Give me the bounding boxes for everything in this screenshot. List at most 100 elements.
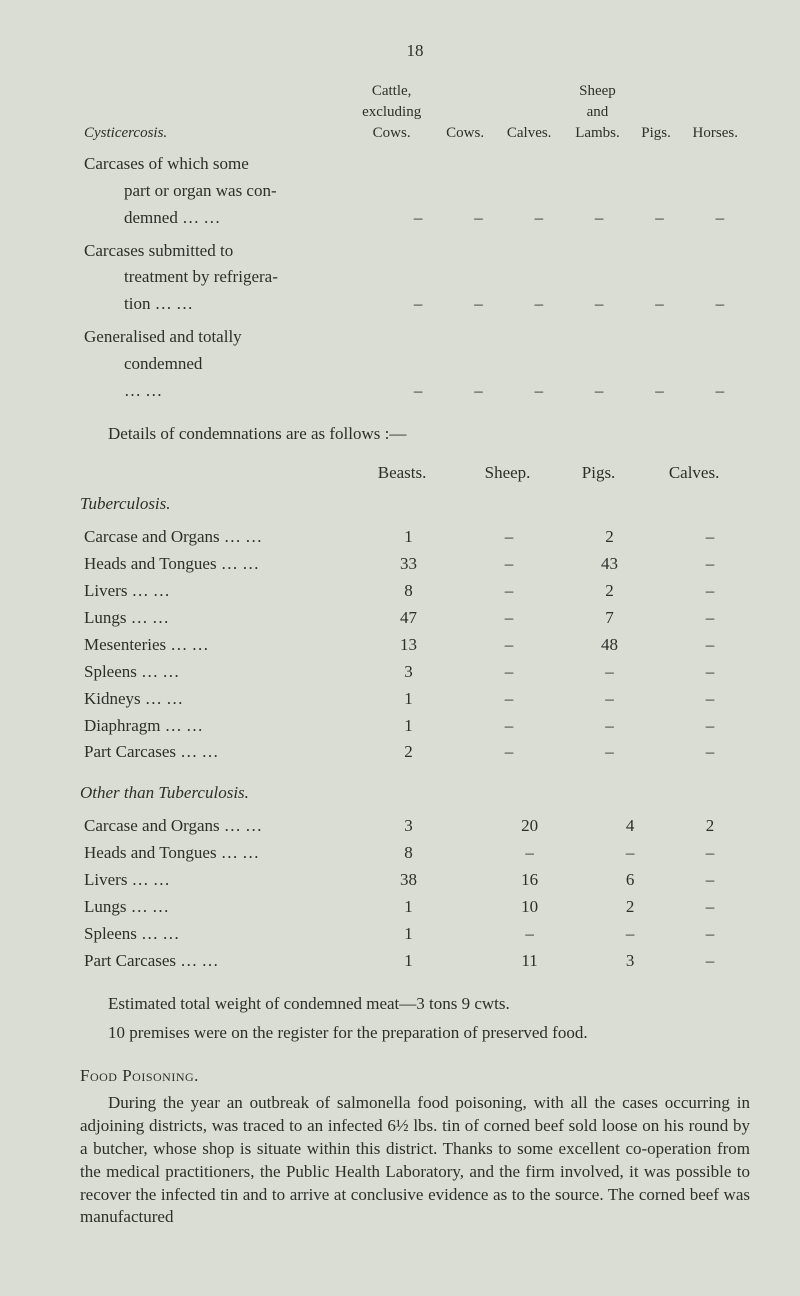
cell: 10 xyxy=(469,894,590,921)
page-number: 18 xyxy=(80,40,750,63)
row-label: Part Carcases … … xyxy=(80,739,348,766)
table-row: Carcase and Organs … …32042 xyxy=(80,813,750,840)
cell: – xyxy=(448,378,508,405)
cell: – xyxy=(670,578,750,605)
row-label: Kidneys … … xyxy=(80,686,348,713)
cell: – xyxy=(670,921,750,948)
cell: – xyxy=(469,659,549,686)
row-label: tion … … xyxy=(80,291,388,318)
dh-beasts: Beasts. xyxy=(348,460,456,487)
cell: – xyxy=(670,524,750,551)
page: 18 Cattle, Sheep excluding and Cysticerc… xyxy=(0,0,800,1269)
cell: – xyxy=(549,659,670,686)
row-label: Livers … … xyxy=(80,867,348,894)
cell: – xyxy=(629,378,689,405)
top-header-table: Cattle, Sheep excluding and Cysticercosi… xyxy=(80,81,750,145)
cell: 2 xyxy=(348,739,469,766)
cell: – xyxy=(670,686,750,713)
row-label: Lungs … … xyxy=(80,894,348,921)
other-title: Other than Tuberculosis. xyxy=(80,782,750,805)
cell: – xyxy=(670,867,750,894)
estimated-weight: Estimated total weight of condemned meat… xyxy=(80,993,750,1016)
cell: – xyxy=(569,291,629,318)
cell: – xyxy=(670,739,750,766)
row-label: Generalised and totally xyxy=(80,324,388,351)
cell: 1 xyxy=(348,894,469,921)
table-row: Spleens … …1––– xyxy=(80,921,750,948)
cell: – xyxy=(670,659,750,686)
table-row: Part Carcases … …1113– xyxy=(80,948,750,975)
table-row: Heads and Tongues … …33–43– xyxy=(80,551,750,578)
cell: 2 xyxy=(549,578,670,605)
cell: – xyxy=(549,713,670,740)
hdr-horses: Horses. xyxy=(681,123,750,144)
cell: – xyxy=(670,605,750,632)
cell: 1 xyxy=(348,524,469,551)
cell: – xyxy=(670,632,750,659)
cell: – xyxy=(670,551,750,578)
cell: – xyxy=(388,378,448,405)
cell: 8 xyxy=(348,578,469,605)
cell: – xyxy=(448,205,508,232)
cell: – xyxy=(629,291,689,318)
cell: 3 xyxy=(348,813,469,840)
cell: 8 xyxy=(348,840,469,867)
row-label: Livers … … xyxy=(80,578,348,605)
cell: – xyxy=(509,378,569,405)
top-row: Generalised and totallycondemned … …––––… xyxy=(80,324,750,405)
cell: 1 xyxy=(348,921,469,948)
tuberculosis-table: Carcase and Organs … …1–2–Heads and Tong… xyxy=(80,524,750,766)
row-label: Carcase and Organs … … xyxy=(80,813,348,840)
cell: – xyxy=(670,713,750,740)
table-row: Livers … …8–2– xyxy=(80,578,750,605)
cell: – xyxy=(590,921,670,948)
row-label: Carcases of which some xyxy=(80,151,388,178)
row-label: part or organ was con- xyxy=(80,178,388,205)
cell: – xyxy=(469,632,549,659)
cell: 6 xyxy=(590,867,670,894)
row-label: Heads and Tongues … … xyxy=(80,840,348,867)
cell: 11 xyxy=(469,948,590,975)
dh-calves: Calves. xyxy=(638,460,750,487)
cell: – xyxy=(509,291,569,318)
food-poisoning-para: During the year an outbreak of salmonell… xyxy=(80,1092,750,1230)
hdr-sheep-l1: Sheep xyxy=(563,81,631,102)
table-row: Kidneys … …1––– xyxy=(80,686,750,713)
row-label: Heads and Tongues … … xyxy=(80,551,348,578)
table-row: Mesenteries … …13–48– xyxy=(80,632,750,659)
table-row: Lungs … …1102– xyxy=(80,894,750,921)
cell: – xyxy=(469,551,549,578)
cell: – xyxy=(549,739,670,766)
row-label: Spleens … … xyxy=(80,921,348,948)
cell: – xyxy=(469,713,549,740)
cell: 2 xyxy=(590,894,670,921)
cell: – xyxy=(469,739,549,766)
cell: – xyxy=(469,921,590,948)
table-row: Lungs … …47–7– xyxy=(80,605,750,632)
cell: 43 xyxy=(549,551,670,578)
cell: – xyxy=(469,578,549,605)
cell: 3 xyxy=(348,659,469,686)
cell: 1 xyxy=(348,948,469,975)
cell: – xyxy=(629,205,689,232)
table-row: Part Carcases … …2––– xyxy=(80,739,750,766)
hdr-sheep-l3: Lambs. xyxy=(563,123,631,144)
hdr-cattle-l1: Cattle, xyxy=(348,81,435,102)
cell: – xyxy=(670,948,750,975)
cell: 48 xyxy=(549,632,670,659)
dh-sheep: Sheep. xyxy=(456,460,559,487)
cell: – xyxy=(469,524,549,551)
cell: – xyxy=(569,378,629,405)
top-row: Carcases submitted totreatment by refrig… xyxy=(80,238,750,319)
premises-line: 10 premises were on the register for the… xyxy=(80,1022,588,1045)
tuberculosis-title: Tuberculosis. xyxy=(80,493,750,516)
hdr-calves: Calves. xyxy=(495,123,563,144)
cell: – xyxy=(690,205,750,232)
row-label: … … xyxy=(80,378,388,405)
cell: 4 xyxy=(590,813,670,840)
hdr-cattle-l3: Cows. xyxy=(348,123,435,144)
cell: 2 xyxy=(670,813,750,840)
cell: 3 xyxy=(590,948,670,975)
top-row: Carcases of which somepart or organ was … xyxy=(80,151,750,232)
cell: 13 xyxy=(348,632,469,659)
